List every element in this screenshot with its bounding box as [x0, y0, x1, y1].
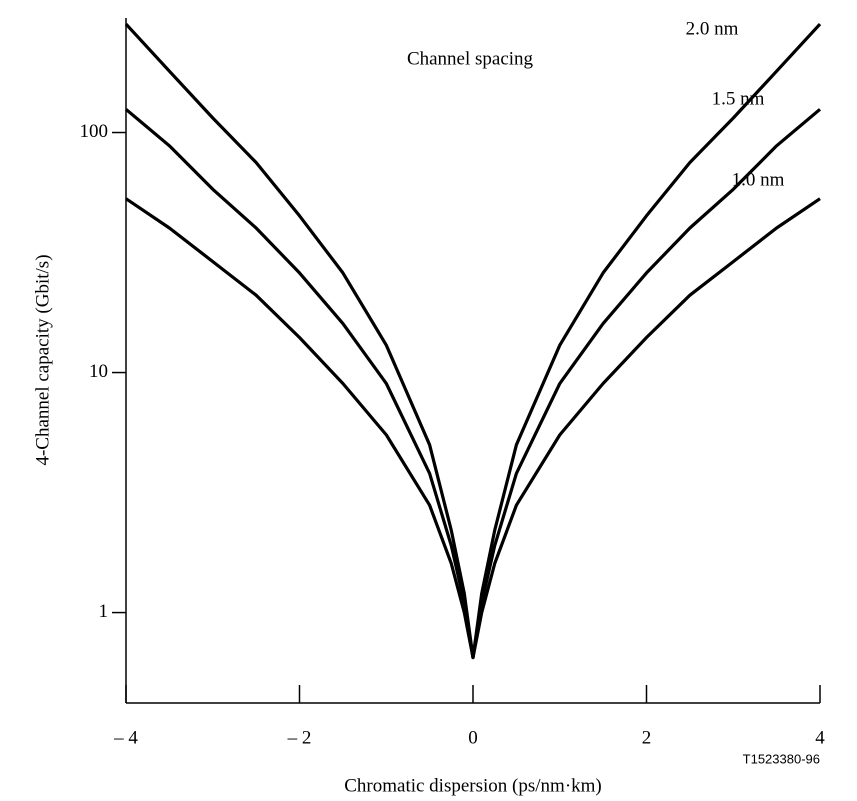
x-tick-label: – 2 [287, 727, 312, 748]
series-label: 2.0 nm [686, 18, 739, 39]
x-axis-label: Chromatic dispersion (ps/nm·km) [344, 775, 602, 796]
x-tick-label: 4 [815, 727, 825, 748]
y-tick-label: 10 [89, 361, 108, 382]
x-tick-label: 2 [642, 727, 652, 748]
y-tick-label: 1 [99, 601, 109, 622]
series-label: 1.5 nm [712, 88, 765, 109]
annotation: Channel spacing [407, 48, 534, 69]
line-series [124, 23, 822, 660]
x-tick-label: 0 [468, 727, 478, 748]
series-label: 1.0 nm [732, 169, 785, 190]
y-tick-label: 100 [80, 121, 109, 142]
y-axis-label: 4-Channel capacity (Gbit/s) [32, 254, 53, 465]
line-series [124, 108, 822, 660]
x-tick-label: – 4 [113, 727, 138, 748]
annotation: T1523380-96 [743, 751, 820, 766]
line-series [125, 197, 821, 660]
